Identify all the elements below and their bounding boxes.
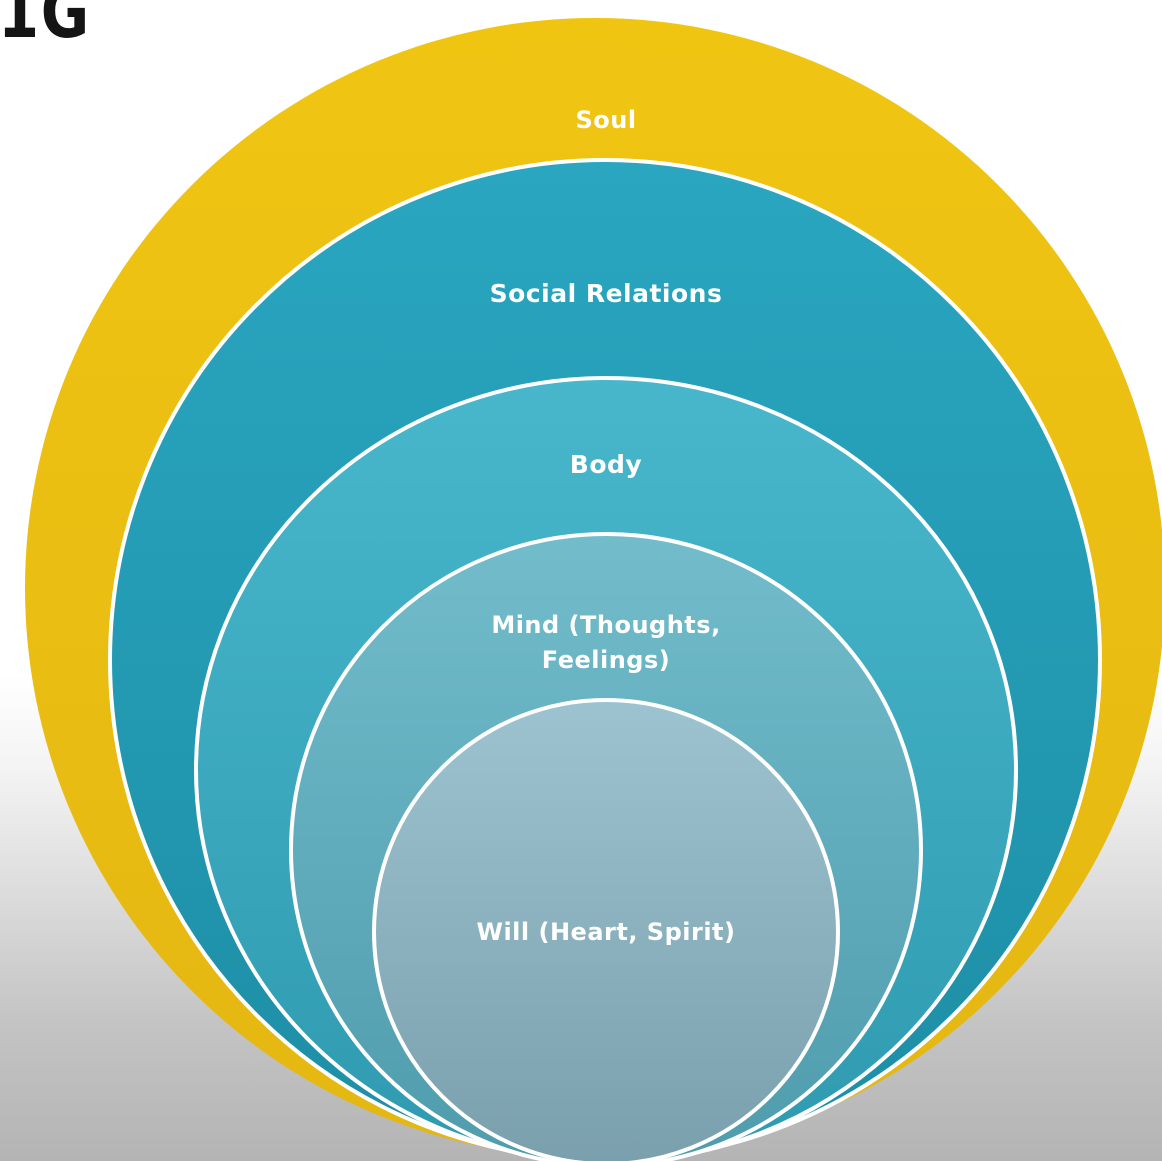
will-layer — [372, 698, 840, 1161]
mind-label-line-1: Mind (Thoughts, — [491, 611, 720, 639]
will-label: Will (Heart, Spirit) — [476, 918, 735, 946]
mind-label-line-2: Feelings) — [542, 646, 670, 674]
soul-label: Soul — [575, 106, 636, 134]
body-label: Body — [570, 450, 642, 479]
slide-title-fragment: 1G — [0, 0, 91, 54]
social-relations-label: Social Relations — [490, 279, 723, 308]
